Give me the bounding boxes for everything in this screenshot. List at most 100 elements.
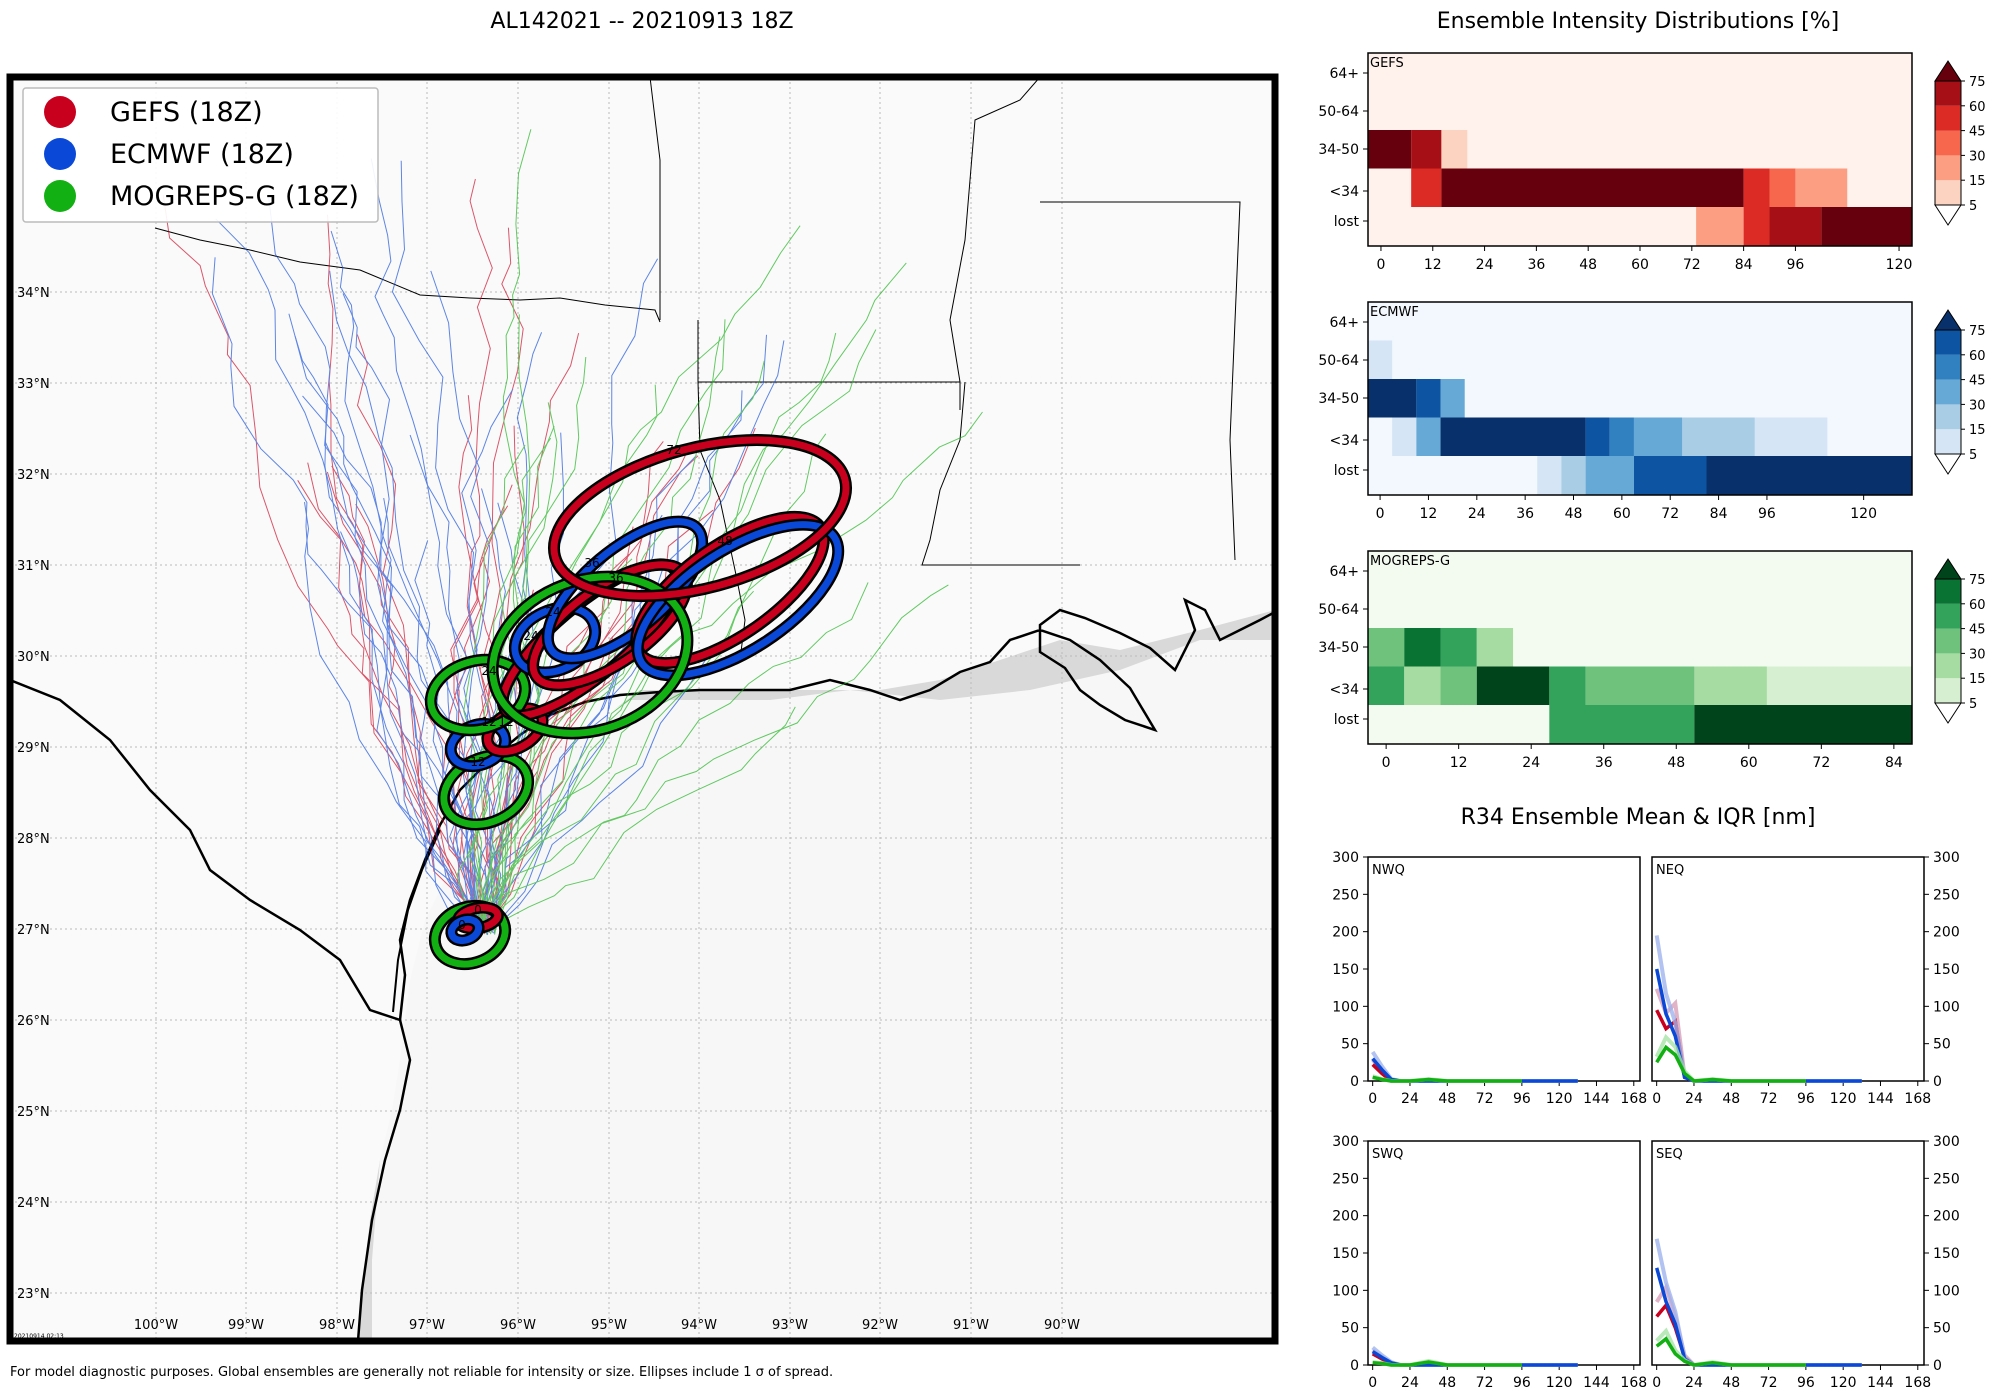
heatmap-cell: [1633, 417, 1683, 456]
heatmap-x-label: 48: [1667, 755, 1685, 771]
r34-x-label: 144: [1867, 1375, 1894, 1391]
legend-gefs-marker: [44, 96, 76, 128]
colorbar-segment: [1935, 429, 1961, 454]
timestamp-stamp: 20210914 02:13: [14, 1333, 64, 1340]
r34-y-label: 200: [1933, 925, 1960, 941]
colorbar: 5 15 30 45 60 75: [1934, 309, 1986, 475]
r34-y-label: 0: [1350, 1074, 1359, 1090]
r34-x-label: 48: [1438, 1091, 1456, 1107]
heatmap-x-label: 72: [1683, 257, 1701, 273]
lon-label: 100°W: [134, 1318, 178, 1333]
footer-note: For model diagnostic purposes. Global en…: [10, 1365, 833, 1380]
legend-mogreps-label: MOGREPS-G (18Z): [110, 181, 359, 212]
colorbar-extend-min: [1934, 204, 1962, 226]
heatmap-cell: [1743, 168, 1770, 207]
heatmap-y-label: 34-50: [1318, 142, 1359, 158]
colorbar-extend-max: [1934, 309, 1962, 331]
colorbar-segment: [1935, 130, 1961, 156]
colorbar-extend-max: [1934, 60, 1962, 82]
intensity-heatmaps: GEFS 64+ 50-64 34-50 <34 lost 0 12 24 36 48 60 72 84 9…: [1318, 52, 1986, 771]
r34-title: R34 Ensemble Mean & IQR [nm]: [1461, 805, 1816, 830]
lon-label: 98°W: [319, 1318, 355, 1333]
r34-panel-title: SEQ: [1656, 1147, 1683, 1162]
r34-x-label: 96: [1797, 1375, 1815, 1391]
colorbar-segment: [1935, 354, 1961, 380]
heatmap-y-label: <34: [1329, 184, 1359, 200]
heatmap-cell: [1694, 666, 1767, 705]
r34-panel-title: NEQ: [1656, 863, 1684, 878]
mogreps-track: [468, 356, 587, 926]
heatmap-cell: [1440, 628, 1477, 667]
heatmap-gefs: GEFS 64+ 50-64 34-50 <34 lost 0 12 24 36 48 60 72 84 9…: [1318, 52, 1986, 273]
heatmap-x-label: 24: [1468, 506, 1486, 522]
r34-y-label: 100: [1933, 1283, 1960, 1299]
gefs-label-48: 48: [717, 534, 732, 548]
colorbar: 5 15 30 45 60 75: [1934, 60, 1986, 226]
colorbar-segment: [1935, 105, 1961, 131]
lat-label: 32°N: [17, 468, 50, 483]
colorbar-label: 5: [1969, 199, 1977, 214]
r34-y-label: 0: [1350, 1358, 1359, 1374]
r34-y-label: 100: [1332, 1283, 1359, 1299]
heatmap-cell: [1537, 456, 1562, 495]
heatmap-cell: [1549, 705, 1695, 744]
colorbar-label: 60: [1969, 349, 1986, 364]
heatmap-cell: [1368, 628, 1405, 667]
colorbar-label: 30: [1969, 149, 1986, 164]
mogreps-track: [474, 411, 983, 935]
colorbar-segment: [1935, 579, 1961, 604]
heatmap-x-label: 72: [1812, 755, 1830, 771]
colorbar-frame: [1934, 578, 1962, 704]
r34-y-label: 200: [1332, 1209, 1359, 1225]
ecmwf-track: [324, 440, 494, 934]
legend-mogreps-marker: [44, 180, 76, 212]
colorbar-label: 60: [1969, 598, 1986, 613]
r34-panel-title: SWQ: [1372, 1147, 1403, 1162]
heatmap-x-label: 0: [1382, 755, 1391, 771]
heatmap-x-label: 36: [1516, 506, 1534, 522]
r34-x-label: 120: [1546, 1091, 1573, 1107]
lon-label: 91°W: [953, 1318, 989, 1333]
ecmwf-ellipse: [634, 521, 842, 679]
r34-x-label: 0: [1652, 1375, 1661, 1391]
mogreps-g-mean-line: [1372, 1075, 1522, 1083]
mogreps-track: [482, 706, 796, 932]
mogreps-label-24: 24: [481, 664, 496, 678]
lat-labels: 34°N 33°N 32°N 31°N 30°N 29°N 28°N 27°N …: [17, 286, 50, 1302]
gefs-label-12: 12: [498, 715, 513, 729]
heatmap-x-label: 24: [1522, 755, 1540, 771]
intensity-title: Ensemble Intensity Distributions [%]: [1437, 9, 1840, 34]
heatmap-x-label: 120: [1886, 257, 1913, 273]
heatmap-x-label: 0: [1376, 506, 1385, 522]
heatmap-y-label: 34-50: [1318, 640, 1359, 656]
colorbar-extend-max: [1934, 558, 1962, 580]
heatmap-cell: [1585, 456, 1634, 495]
r34-y-label: 150: [1933, 962, 1960, 978]
r34-x-label: 72: [1760, 1375, 1778, 1391]
heatmap-y-label: <34: [1329, 433, 1359, 449]
r34-x-label: 48: [1722, 1375, 1740, 1391]
lat-label: 27°N: [17, 923, 50, 938]
heatmap-cell: [1561, 456, 1586, 495]
heatmap-y-label: lost: [1334, 214, 1360, 230]
r34-y-label: 300: [1332, 1134, 1359, 1150]
heatmap-y-label: 64+: [1329, 315, 1359, 331]
r34-y-label: 50: [1933, 1321, 1951, 1337]
lon-label: 93°W: [772, 1318, 808, 1333]
r34-x-label: 120: [1546, 1375, 1573, 1391]
ecmwf-track: [211, 257, 491, 933]
ecmwf-track: [430, 270, 491, 934]
colorbar-label: 15: [1969, 672, 1986, 687]
heatmap-cell: [1368, 340, 1393, 379]
colorbar-label: 60: [1969, 100, 1986, 115]
colorbar-label: 75: [1969, 75, 1986, 90]
heatmap-y-label: 50-64: [1318, 602, 1359, 618]
lon-label: 92°W: [862, 1318, 898, 1333]
mogreps-g-mean-line: [1655, 1336, 1806, 1367]
heatmap-y-label: lost: [1334, 712, 1360, 728]
r34-x-label: 24: [1685, 1375, 1703, 1391]
colorbar-label: 15: [1969, 174, 1986, 189]
r34-x-label: 72: [1476, 1091, 1494, 1107]
heatmap-y-label: 50-64: [1318, 353, 1359, 369]
heatmap-cell: [1821, 207, 1912, 246]
